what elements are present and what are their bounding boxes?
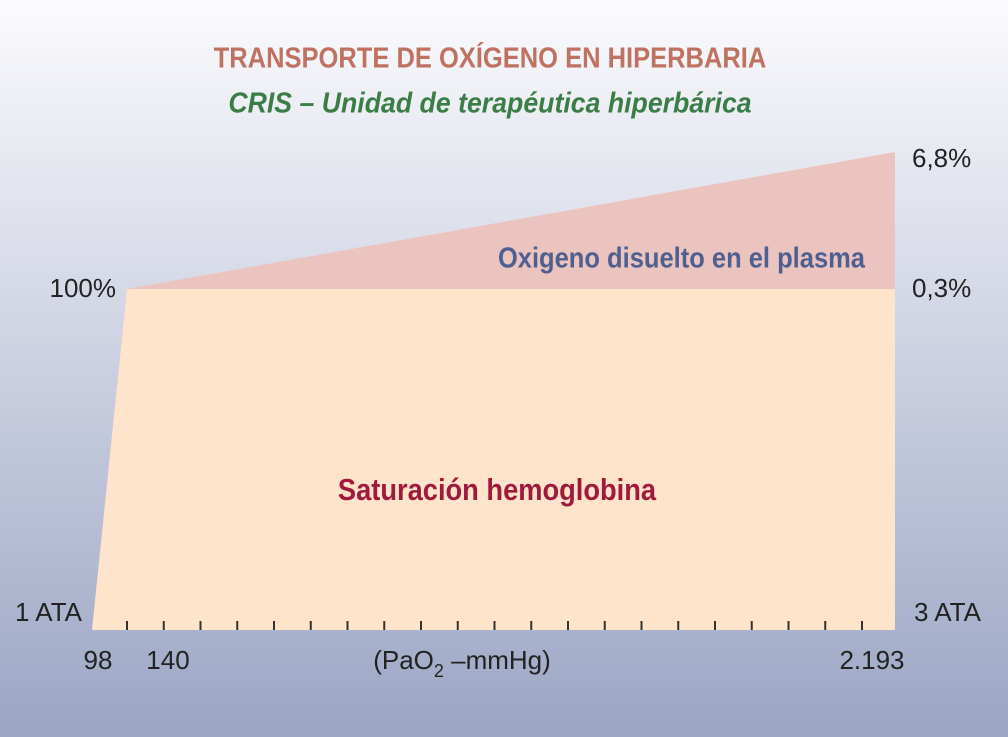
x-label-second: 140 (146, 645, 189, 675)
plasma-area (127, 152, 895, 289)
x-label-end: 2.193 (839, 645, 904, 675)
right-middle-label: 0,3% (912, 273, 971, 303)
plasma-label: Oxigeno disuelto en el plasma (498, 241, 866, 274)
x-axis-label-prefix: (PaO (373, 645, 434, 675)
x-ticks (126, 621, 863, 630)
subtitle: CRIS – Unidad de terapéutica hiperbárica (228, 87, 751, 119)
right-top-label: 6,8% (912, 143, 971, 173)
left-bottom-label: 1 ATA (15, 597, 83, 627)
right-bottom-label: 3 ATA (914, 597, 982, 627)
x-axis-label: (PaO2 –mmHg) (373, 645, 551, 681)
left-top-label: 100% (50, 273, 117, 303)
x-axis-label-subscript: 2 (434, 661, 444, 681)
x-label-start: 98 (84, 645, 113, 675)
hemoglobin-area (92, 289, 895, 630)
title: TRANSPORTE DE OXÍGENO EN HIPERBARIA (214, 41, 767, 74)
hemoglobin-label: Saturación hemoglobina (338, 474, 657, 508)
x-axis-label-suffix: –mmHg) (444, 645, 551, 675)
